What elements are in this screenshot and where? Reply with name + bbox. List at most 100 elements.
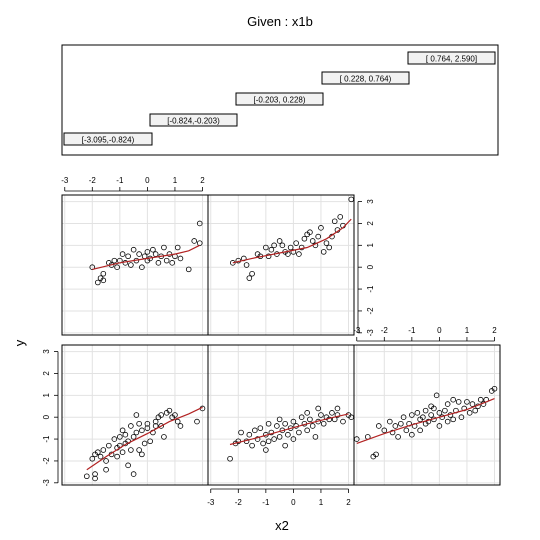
x-tick-label: 1	[465, 326, 470, 335]
given-intervals: [-3.095,-0.824) [-0.824,-0.203) [-0.203, 0…	[63, 51, 496, 146]
smooth-line	[92, 244, 200, 270]
data-point	[323, 240, 330, 246]
data-point	[420, 414, 426, 420]
data-point	[398, 420, 404, 427]
data-point	[276, 434, 283, 440]
data-point	[265, 420, 272, 427]
given-interval-label: [-0.203, 0.228)	[253, 96, 305, 105]
data-point	[141, 253, 148, 260]
x-tick-label: 2	[492, 326, 497, 335]
data-point	[265, 438, 272, 445]
scatter-panel	[207, 194, 355, 336]
data-point	[152, 418, 159, 425]
x-tick-label: -1	[262, 498, 270, 507]
data-point	[464, 399, 470, 405]
data-point	[111, 436, 118, 442]
data-point	[158, 423, 164, 429]
data-point	[334, 405, 341, 412]
data-point	[290, 249, 297, 255]
y-axis-label: y	[12, 339, 27, 346]
data-point	[425, 418, 432, 425]
x-tick-label: -1	[116, 176, 124, 185]
y-tick-label: -1	[42, 435, 51, 443]
data-point	[196, 220, 203, 227]
data-point	[100, 270, 107, 277]
data-point	[249, 442, 255, 449]
data-point	[177, 423, 184, 429]
data-point	[144, 420, 151, 427]
data-point	[243, 262, 250, 268]
data-point	[450, 416, 456, 423]
data-point	[119, 427, 126, 434]
given-interval-box	[407, 51, 496, 65]
data-point	[130, 246, 137, 253]
data-point	[469, 401, 476, 407]
data-point	[191, 238, 198, 244]
data-point	[268, 246, 275, 253]
data-point	[318, 225, 324, 231]
data-point	[282, 420, 288, 427]
data-point	[312, 434, 319, 440]
data-point	[373, 451, 379, 458]
data-point	[152, 423, 159, 429]
data-point	[125, 462, 131, 469]
data-point	[249, 270, 255, 277]
y-tick-label: 0	[42, 414, 51, 419]
given-interval-box	[321, 71, 410, 85]
data-point	[166, 407, 173, 414]
data-point	[417, 427, 423, 434]
data-point	[298, 414, 305, 420]
data-point	[320, 249, 327, 255]
data-point	[309, 423, 316, 429]
x-tick-label: 0	[291, 498, 296, 507]
x-tick-label: -3	[61, 176, 69, 185]
data-point	[139, 427, 145, 434]
data-point	[227, 455, 233, 462]
data-point	[122, 431, 129, 438]
given-interval-label: [ 0.764, 2.590]	[426, 55, 477, 64]
data-point	[83, 473, 90, 480]
data-point	[139, 451, 145, 458]
x-tick-label: 1	[173, 176, 178, 185]
x-tick-label: 0	[145, 176, 150, 185]
data-point	[128, 262, 134, 268]
data-point	[106, 442, 112, 449]
data-point	[144, 425, 151, 431]
data-point	[331, 218, 338, 225]
y-tick-label: 3	[366, 199, 375, 204]
data-point	[133, 412, 140, 418]
data-point	[318, 412, 324, 418]
data-point	[290, 418, 297, 425]
data-point	[161, 434, 167, 440]
y-tick-label: 1	[366, 243, 375, 248]
data-point	[254, 436, 261, 442]
data-point	[103, 466, 109, 473]
chart-title: Given : x1b	[247, 14, 313, 29]
data-point	[169, 260, 175, 266]
data-point	[92, 471, 98, 477]
smooth-line	[229, 413, 349, 446]
data-point	[301, 235, 308, 242]
data-point	[450, 396, 456, 403]
data-point	[491, 385, 498, 392]
data-point	[409, 412, 415, 418]
data-point	[155, 260, 162, 266]
data-point	[282, 442, 288, 449]
x-tick-label: 1	[319, 498, 324, 507]
data-point	[472, 407, 479, 414]
data-point	[304, 410, 310, 416]
x-tick-label: -2	[235, 498, 243, 507]
data-point	[329, 410, 335, 416]
x-axis-label: x2	[275, 518, 289, 533]
data-point	[466, 410, 473, 416]
data-point	[95, 279, 101, 286]
y-tick-label: -2	[366, 307, 375, 315]
data-point	[263, 244, 269, 251]
y-tick-label: -3	[366, 329, 375, 337]
data-point	[271, 436, 277, 442]
data-point	[422, 407, 429, 414]
data-point	[196, 240, 203, 246]
data-point	[185, 266, 192, 273]
data-point	[89, 264, 96, 270]
data-point	[152, 251, 159, 257]
